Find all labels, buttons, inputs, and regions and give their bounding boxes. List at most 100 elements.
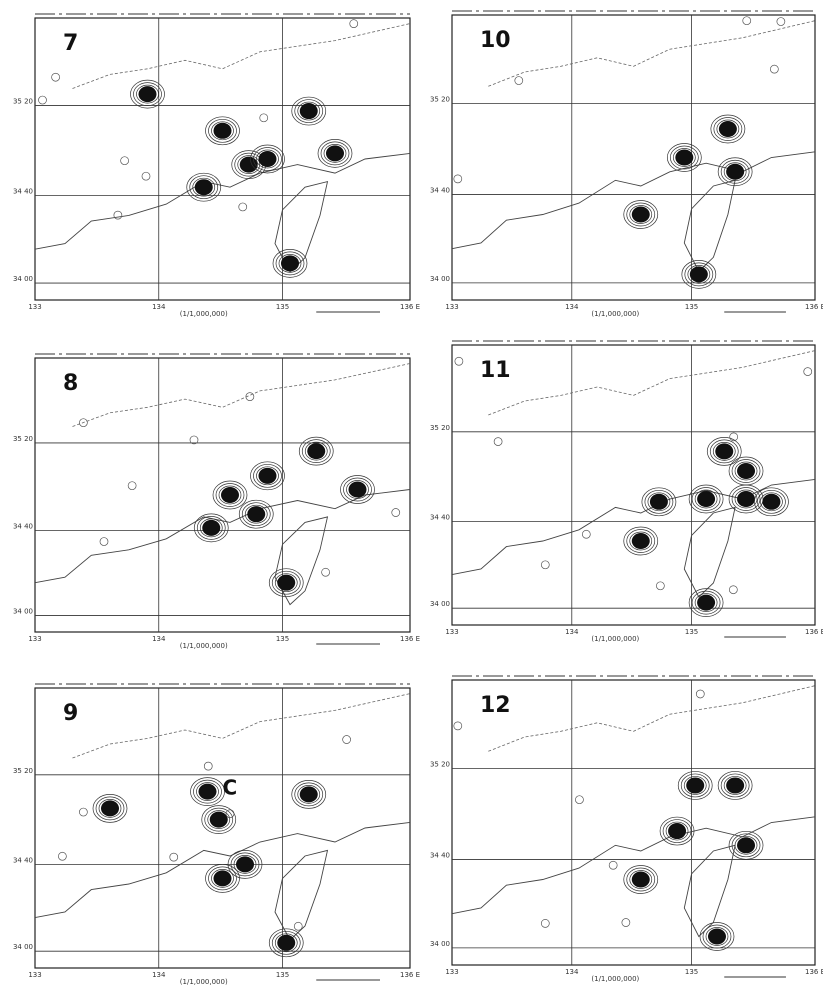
- figure: 7133134135136 E34 0034 4035 20(1/1,000,0…: [0, 0, 823, 987]
- rain-core: [668, 823, 686, 839]
- small-contour: [52, 73, 60, 81]
- rain-core: [686, 777, 704, 793]
- small-contour: [582, 530, 590, 538]
- lon-label: 136 E: [400, 635, 420, 643]
- scale-label: (1/1,000,000): [591, 635, 639, 643]
- small-contour: [454, 175, 462, 183]
- rain-core: [259, 468, 277, 484]
- rain-core: [697, 491, 715, 507]
- rain-core: [726, 164, 744, 180]
- rain-core: [650, 494, 668, 510]
- panel-number: 8: [63, 371, 78, 396]
- rain-core: [762, 494, 780, 510]
- annotation: C: [223, 775, 238, 799]
- lat-label: 34 00: [430, 940, 450, 948]
- small-contour: [656, 582, 664, 590]
- lon-label: 135: [276, 303, 289, 311]
- lon-label: 134: [565, 303, 579, 311]
- rain-core: [632, 207, 650, 223]
- lat-label: 35 20: [430, 95, 450, 103]
- small-contour: [541, 919, 549, 927]
- lat-label: 34 00: [430, 275, 450, 283]
- lat-label: 34 40: [13, 188, 33, 196]
- small-contour: [350, 20, 358, 28]
- small-contour: [494, 438, 502, 446]
- small-contour: [39, 96, 47, 104]
- lon-label: 133: [28, 303, 41, 311]
- small-contour: [541, 561, 549, 569]
- coastline: [35, 822, 410, 917]
- small-contour: [100, 538, 108, 546]
- small-contour: [696, 690, 704, 698]
- lat-label: 34 00: [13, 608, 33, 616]
- panel-number: 12: [480, 693, 511, 718]
- small-contour: [58, 852, 66, 860]
- rain-core: [214, 123, 232, 139]
- coastline: [35, 153, 410, 249]
- lat-label: 35 20: [13, 435, 33, 443]
- lat-label: 34 00: [13, 275, 33, 283]
- rain-core: [277, 935, 295, 951]
- small-contour: [322, 568, 330, 576]
- map-panel: 12133134135136 E34 0034 4035 20(1/1,000,…: [430, 676, 823, 983]
- small-contour: [121, 157, 129, 165]
- small-contour: [515, 77, 523, 85]
- panel-frame: [452, 15, 815, 300]
- lon-label: 136 E: [805, 968, 823, 976]
- small-contour: [454, 722, 462, 730]
- panel-number: 9: [63, 701, 78, 726]
- lon-label: 135: [276, 635, 289, 643]
- lon-label: 136 E: [805, 303, 823, 311]
- rain-core: [300, 786, 318, 802]
- lat-label: 34 40: [430, 513, 450, 521]
- rain-core: [675, 150, 693, 166]
- coastline: [73, 24, 411, 89]
- rain-core: [326, 145, 344, 161]
- small-contour: [804, 368, 812, 376]
- rain-core: [737, 463, 755, 479]
- rain-core: [726, 777, 744, 793]
- coastline: [73, 694, 411, 758]
- rain-core: [300, 103, 318, 119]
- scale-label: (1/1,000,000): [180, 310, 228, 318]
- small-contour: [114, 211, 122, 219]
- lon-label: 134: [152, 635, 166, 643]
- map-panel: 11133134135136 E34 0034 4035 20(1/1,000,…: [430, 341, 823, 643]
- rain-core: [101, 800, 119, 816]
- lat-label: 35 20: [13, 767, 33, 775]
- lat-label: 35 20: [430, 760, 450, 768]
- rain-core: [307, 443, 325, 459]
- lon-label: 136 E: [805, 628, 823, 636]
- map-panel: 8133134135136 E34 0034 4035 20(1/1,000,0…: [13, 354, 420, 650]
- rain-core: [210, 812, 228, 828]
- lat-label: 35 20: [430, 424, 450, 432]
- scale-label: (1/1,000,000): [591, 975, 639, 983]
- lat-label: 34 00: [430, 600, 450, 608]
- rain-core: [632, 533, 650, 549]
- rain-core: [737, 837, 755, 853]
- rain-core: [690, 266, 708, 282]
- small-contour: [239, 203, 247, 211]
- panel-frame: [452, 345, 815, 625]
- rain-core: [719, 121, 737, 137]
- panel-number: 11: [480, 358, 511, 383]
- scale-label: (1/1,000,000): [180, 642, 228, 650]
- small-contour: [204, 762, 212, 770]
- rain-core: [247, 506, 265, 522]
- rain-core: [236, 856, 254, 872]
- lon-label: 135: [685, 303, 698, 311]
- rain-core: [632, 872, 650, 888]
- small-contour: [455, 357, 463, 365]
- small-contour: [743, 17, 751, 25]
- lon-label: 134: [152, 971, 166, 979]
- small-contour: [79, 808, 87, 816]
- rain-core: [737, 491, 755, 507]
- small-contour: [343, 736, 351, 744]
- panel-number: 10: [480, 28, 511, 53]
- lat-label: 34 00: [13, 943, 33, 951]
- panel-frame: [452, 680, 815, 965]
- lon-label: 133: [445, 303, 458, 311]
- rain-core: [277, 575, 295, 591]
- lon-label: 134: [152, 303, 166, 311]
